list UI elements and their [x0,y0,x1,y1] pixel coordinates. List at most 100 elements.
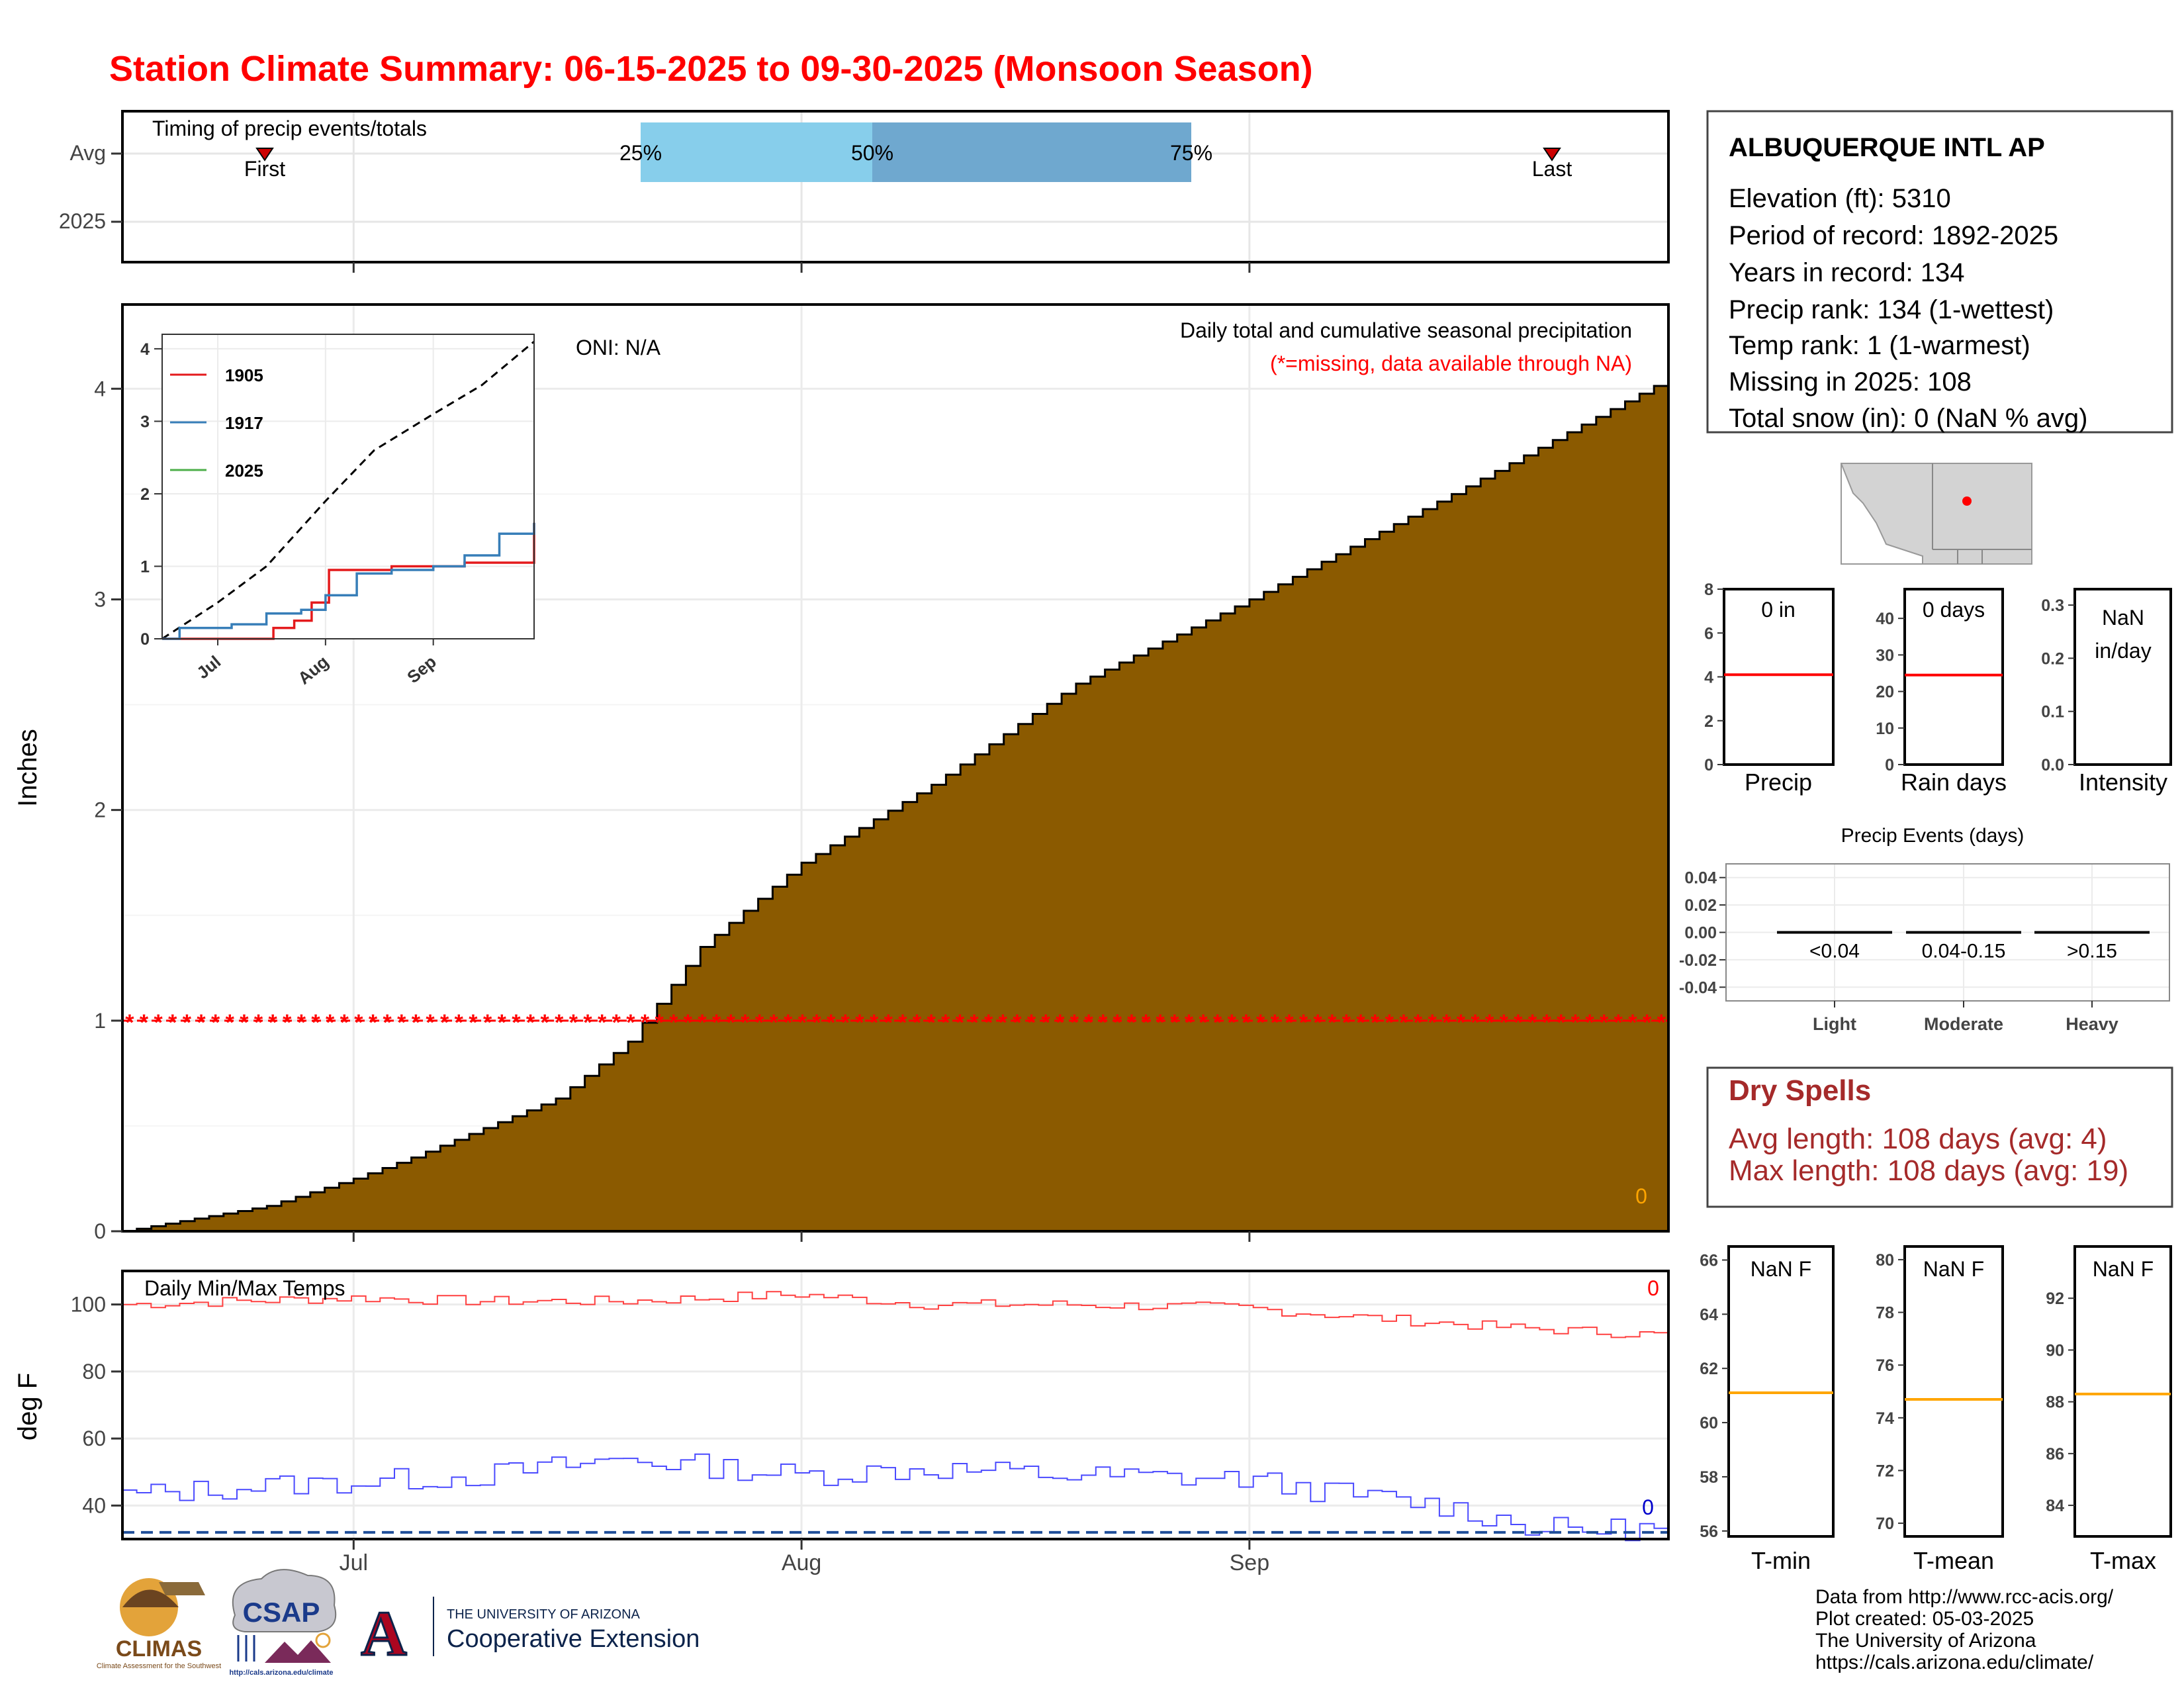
precip-y-tick-label: 1 [94,1009,106,1033]
missing-marker: * [884,1010,893,1035]
temp-y-axis: 40 60 80 100 [71,1293,122,1517]
gauge-tick-label: 0.2 [2041,649,2064,668]
events-y-tick-label: -0.04 [1679,978,1717,997]
station-line: Period of record: 1892-2025 [1729,221,2058,250]
gauge-tick-label: 8 [1704,581,1713,599]
inset-series [161,340,535,640]
missing-marker: * [1271,1010,1280,1035]
missing-marker: * [197,1010,206,1035]
missing-marker: * [927,1010,936,1035]
missing-marker: * [956,1010,965,1035]
gauge-tick-label: 70 [1876,1515,1894,1533]
gauge-tick-label: 6 [1704,624,1713,643]
missing-markers: * * * * * * * * * * * * * * * * * * * * * * * * * * * * * * * * * * * * * * * *… [122,1010,1668,1035]
missing-marker: * [1199,1010,1208,1035]
csap-url: http://cals.arizona.edu/climate [229,1669,333,1677]
missing-marker: * [1127,1010,1136,1035]
missing-marker: * [283,1010,292,1035]
precip-ylabel: Inches [13,729,42,807]
gauge-tick-label: 30 [1876,646,1894,665]
quantile-50-label: 50% [851,141,893,165]
gauge-tick-label: 10 [1876,720,1894,738]
x-tick-label: Jul [340,1550,368,1575]
events-title: Precip Events (days) [1841,825,2025,847]
gauge-frame [1903,1245,2004,1538]
inset-chart: 0 1 2 3 4 Jul Aug Sep 1905 1917 2025 [140,334,535,688]
dry-spells-frame [1706,1066,2173,1208]
precip-events-panel: Precip Events (days) -0.04 -0.02 0.00 0.02 0… [1679,825,2170,1034]
missing-marker: * [1643,1010,1652,1035]
gauge-value: NaN F [2093,1257,2154,1281]
gauge-label: T-max [2090,1547,2156,1574]
inset-y-tick-label: 3 [140,412,150,431]
missing-marker: * [655,1010,664,1035]
gauge-tick-label: 86 [2046,1445,2064,1464]
precip-y-tick-label: 3 [94,587,106,611]
missing-marker: * [583,1010,592,1035]
precip-panel: * * * * * * * * * * * * * * * * * * * * * * * * * * * * * * * * * * * * * * * *… [13,262,1670,1243]
events-y-tick-label: 0.02 [1684,896,1717,915]
missing-marker: * [326,1010,335,1035]
legend-label-1917: 1917 [225,413,263,433]
events-bars: <0.04 Light 0.04-0.15 Moderate >0.15 Heavy [1777,931,2150,1034]
missing-marker: * [698,1010,707,1035]
gauge-frame [1723,588,1835,766]
missing-marker: * [154,1010,163,1035]
missing-marker: * [870,1010,879,1035]
missing-marker: * [340,1010,349,1035]
precip-y-tick-label: 0 [94,1219,106,1243]
missing-marker: * [1442,1010,1451,1035]
missing-marker: * [483,1010,492,1035]
missing-marker: * [1342,1010,1351,1035]
missing-marker: * [1471,1010,1480,1035]
gauge-tmax: NaN F T-max [2073,1245,2172,1574]
missing-marker: * [426,1010,435,1035]
climas-logo-shape [159,1582,205,1595]
first-marker-icon [255,148,274,162]
timing-title: Timing of precip events/totals [152,117,427,140]
quantile-25-50-band [641,122,872,182]
missing-marker: * [898,1010,907,1035]
missing-marker: * [1013,1010,1022,1035]
temp-y-tick-label: 100 [71,1293,106,1317]
temp-frame [121,1270,1670,1540]
footer-line: The University of Arizona [1815,1630,2036,1652]
gauge-label: Rain days [1901,769,2007,796]
missing-marker: * [226,1010,235,1035]
missing-marker: * [512,1010,521,1035]
missing-marker: * [1170,1010,1179,1035]
missing-marker: * [540,1010,549,1035]
gauge-tick-label: 0 [1885,756,1894,774]
missing-marker: * [183,1010,192,1035]
inset-x-tick-label: Aug [294,651,332,688]
inset-line-1905 [162,522,535,640]
climas-logo-shape [122,1589,179,1607]
station-box-frame [1706,110,2173,434]
inset-x-tick-label: Jul [193,651,224,682]
missing-marker: * [1514,1010,1523,1035]
gauge-value: NaN F [1923,1257,1984,1281]
map-border-detail [1957,549,1983,564]
gauge-intensity: NaN in/day Intensity [2073,588,2172,796]
gauge-tick-label: 66 [1700,1251,1718,1270]
gauge-tick-label: 76 [1876,1356,1894,1375]
missing-marker: * [1500,1010,1509,1035]
legend-label-1905: 1905 [225,365,263,385]
quantile-25-label: 25% [619,141,662,165]
temp-y-tick-label: 60 [82,1427,106,1450]
missing-marker: * [397,1010,406,1035]
missing-marker: * [598,1010,607,1035]
tmin-count: 0 [1642,1495,1654,1519]
missing-marker: * [140,1010,149,1035]
station-line: Years in record: 134 [1729,258,1965,287]
missing-marker: * [1557,1010,1566,1035]
ua-logo-line2: Cooperative Extension [447,1625,700,1653]
precip-y-axis: 0 1 2 3 4 [94,262,1251,1243]
gauge-tick-label: 56 [1700,1523,1718,1541]
events-category-label: Moderate [1924,1014,2003,1034]
temp-title: Daily Min/Max Temps [144,1276,345,1300]
missing-marker: * [125,1010,134,1035]
events-category-label: Light [1813,1014,1856,1034]
page-title: Station Climate Summary: 06-15-2025 to 0… [109,49,1313,89]
